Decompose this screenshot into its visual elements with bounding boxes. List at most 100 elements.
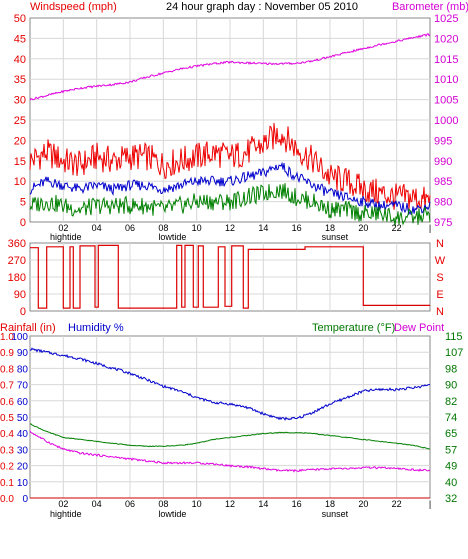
series-dewpoint [29, 430, 431, 473]
windspeed-tick-label: 15 [14, 156, 26, 168]
compass-tick-label: E [436, 289, 443, 301]
compass-tick-label: N [436, 306, 444, 318]
direction-tick-label: 270 [8, 255, 26, 267]
windspeed-tick-label: 50 [14, 13, 26, 25]
time-tick-label: | [429, 223, 431, 233]
rainfall-axis-title: Rainfall (in) [0, 322, 56, 334]
time-tick-label: 06 [125, 499, 135, 509]
barometer-tick-label: 1005 [434, 95, 458, 107]
barometer-tick-label: 990 [434, 156, 452, 168]
barometer-tick-label: 1000 [434, 115, 458, 127]
series-low [29, 183, 431, 226]
humidity-tick-label: 70 [17, 381, 29, 392]
barometer-tick-label: 1025 [434, 13, 458, 25]
temperature-tick-label: 65 [445, 428, 457, 440]
series-wind-direction [30, 244, 430, 309]
time-tick-label: 08 [158, 499, 168, 509]
rainfall-tick-label: 0.9 [0, 348, 14, 359]
event-label: hightide [50, 232, 82, 242]
temperature-tick-label: 98 [445, 363, 457, 375]
time-tick-label: 20 [358, 499, 368, 509]
time-tick-label: 18 [325, 223, 335, 233]
time-tick-label: 14 [258, 499, 268, 509]
rainfall-tick-label: 1.0 [0, 332, 14, 343]
temperature-tick-label: 49 [445, 461, 457, 473]
series-temperature [29, 423, 431, 450]
time-tick-label: 12 [225, 499, 235, 509]
time-tick-label: 20 [358, 223, 368, 233]
windspeed-tick-label: 0 [20, 217, 26, 229]
rainfall-tick-label: 0.5 [0, 413, 14, 424]
barometer-tick-label: 985 [434, 176, 452, 188]
rainfall-tick-label: 0.1 [0, 478, 14, 489]
humidity-tick-label: 100 [11, 332, 28, 343]
humidity-tick-label: 30 [17, 445, 29, 456]
dewpoint-axis-title: Dew Point [394, 322, 444, 334]
event-label: sunset [322, 509, 349, 519]
temperature-tick-label: 107 [445, 347, 463, 359]
windspeed-tick-label: 20 [14, 135, 26, 147]
humidity-tick-label: 20 [17, 462, 29, 473]
barometer-tick-label: 1010 [434, 74, 458, 86]
grid-layer [30, 18, 430, 498]
time-tick-label: 18 [325, 499, 335, 509]
humidity-axis-title: Humidity % [68, 322, 124, 334]
temperature-axis-title: Temperature (°F) [312, 322, 395, 334]
temperature-tick-label: 57 [445, 444, 457, 456]
time-tick-label: 04 [92, 223, 102, 233]
time-tick-label: 06 [125, 223, 135, 233]
rainfall-tick-label: 0.8 [0, 364, 14, 375]
event-label: lowtide [158, 509, 186, 519]
graph-title: 24 hour graph day : November 05 2010 [166, 1, 358, 13]
humidity-tick-label: 10 [17, 478, 29, 489]
humidity-tick-label: 0 [22, 494, 28, 505]
series-average [29, 161, 431, 216]
windspeed-tick-label: 5 [20, 197, 26, 209]
tick-label-layer: 5045403530252015105010251020101510101005… [0, 13, 463, 519]
barometer-tick-label: 980 [434, 197, 452, 209]
humidity-tick-label: 90 [17, 348, 29, 359]
time-tick-label: 16 [292, 223, 302, 233]
series-humidity [29, 347, 430, 421]
rainfall-tick-label: 0.2 [0, 462, 14, 473]
direction-tick-label: 0 [20, 306, 26, 318]
time-tick-label: 10 [192, 499, 202, 509]
windspeed-axis-title: Windspeed (mph) [30, 1, 117, 13]
time-tick-label: 02 [58, 223, 68, 233]
rainfall-tick-label: 0.7 [0, 381, 14, 392]
rainfall-tick-label: 0.3 [0, 445, 14, 456]
temperature-tick-label: 32 [445, 493, 457, 505]
event-label: hightide [50, 509, 82, 519]
compass-tick-label: S [436, 272, 443, 284]
temperature-tick-label: 90 [445, 380, 457, 392]
humidity-tick-label: 80 [17, 364, 29, 375]
direction-tick-label: 90 [14, 289, 26, 301]
humidity-tick-label: 40 [17, 429, 29, 440]
temperature-tick-label: 40 [445, 477, 457, 489]
event-label: sunset [322, 232, 349, 242]
temperature-tick-label: 115 [445, 331, 463, 343]
time-tick-label: 12 [225, 223, 235, 233]
humidity-tick-label: 60 [17, 397, 29, 408]
time-tick-label: | [429, 499, 431, 509]
barometer-tick-label: 1015 [434, 54, 458, 66]
windspeed-tick-label: 40 [14, 54, 26, 66]
barometer-tick-label: 975 [434, 217, 452, 229]
windspeed-tick-label: 45 [14, 33, 26, 45]
windspeed-tick-label: 10 [14, 176, 26, 188]
time-tick-label: 04 [92, 499, 102, 509]
temperature-tick-label: 74 [445, 412, 457, 424]
compass-tick-label: N [436, 238, 444, 250]
time-tick-label: 02 [58, 499, 68, 509]
humidity-tick-label: 50 [17, 413, 29, 424]
barometer-axis-title: Barometer (mb) [392, 1, 468, 13]
series-gust [29, 122, 431, 210]
rainfall-tick-label: 0.6 [0, 397, 14, 408]
barometer-tick-label: 995 [434, 135, 452, 147]
direction-tick-label: 180 [8, 272, 26, 284]
compass-tick-label: W [435, 255, 446, 267]
direction-tick-label: 360 [8, 238, 26, 250]
windspeed-tick-label: 35 [14, 74, 26, 86]
